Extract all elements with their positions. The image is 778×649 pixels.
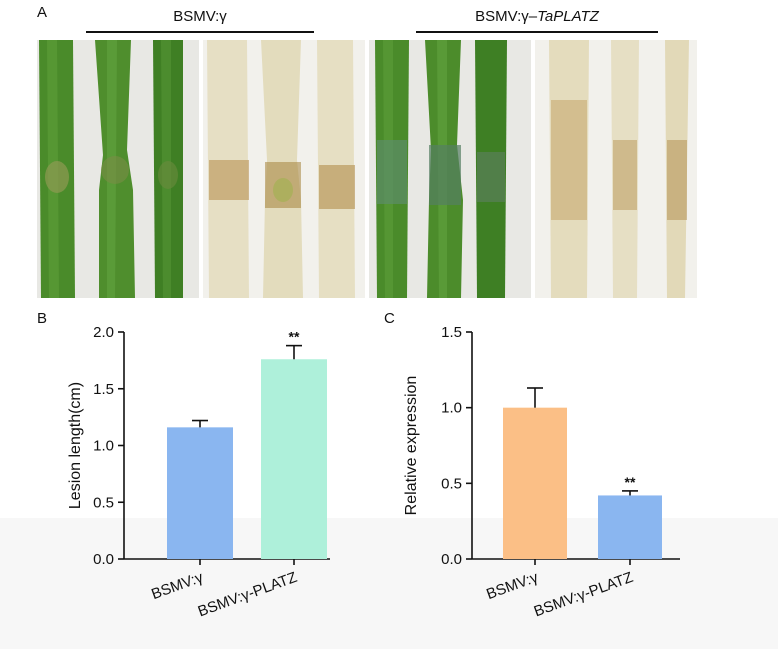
group-bracket-platz	[416, 31, 658, 33]
y-tick-label: 1.5	[441, 324, 462, 341]
significance-label: **	[625, 474, 636, 490]
bar	[598, 495, 662, 559]
group-title-platz: BSMV:γ–TaPLATZ	[416, 8, 658, 25]
y-axis-label: Relative expression	[403, 376, 420, 516]
group-title-gene: TaPLATZ	[537, 8, 599, 25]
y-tick-label: 2.0	[93, 324, 114, 341]
bar	[167, 427, 233, 559]
x-tick-label: BSMV:γ-PLATZ	[532, 569, 636, 621]
x-tick-label: BSMV:γ	[484, 569, 541, 603]
y-tick-label: 1.0	[441, 400, 462, 417]
y-axis-label: Lesion length(cm)	[67, 382, 84, 509]
group-title-control: BSMV:γ	[173, 8, 227, 25]
y-tick-label: 0.0	[93, 551, 114, 568]
group-title-prefix: BSMV:γ–	[475, 8, 538, 25]
y-tick-label: 0.0	[441, 551, 462, 568]
significance-label: **	[289, 329, 300, 345]
panel-label-a: A	[37, 4, 48, 21]
bar	[503, 407, 567, 559]
y-tick-label: 0.5	[93, 494, 114, 511]
panel-label-b: B	[37, 310, 48, 327]
photo-cleared-leaves-control	[203, 40, 365, 298]
bar	[261, 359, 327, 559]
panel-label-c: C	[384, 310, 395, 327]
photo-green-leaves-platz	[369, 40, 531, 298]
y-tick-label: 0.5	[441, 475, 462, 492]
y-tick-label: 1.0	[93, 438, 114, 455]
group-bracket-control	[86, 31, 314, 33]
y-tick-label: 1.5	[93, 381, 114, 398]
photo-cleared-leaves-platz	[535, 40, 697, 298]
photo-green-leaves-control	[37, 40, 199, 298]
